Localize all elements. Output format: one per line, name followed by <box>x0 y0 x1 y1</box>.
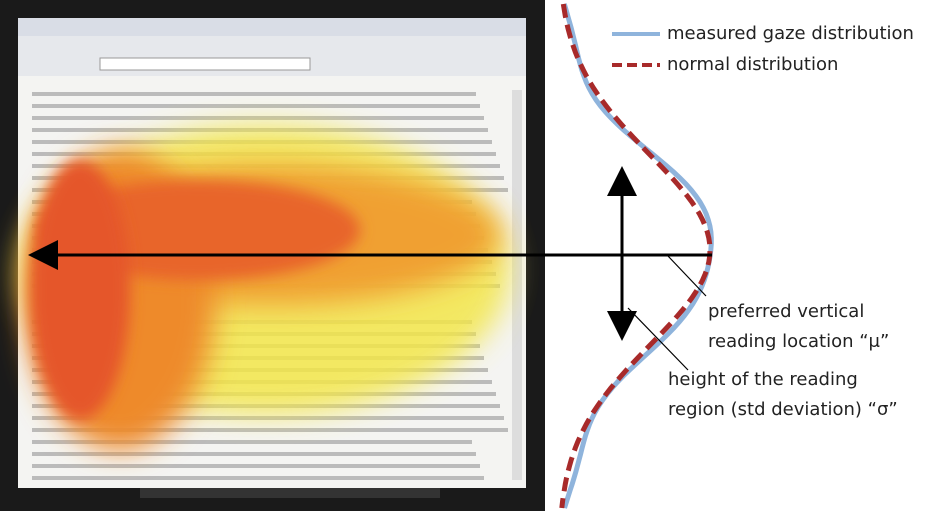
address-bar <box>100 58 310 70</box>
text-line <box>32 92 476 96</box>
legend-label: normal distribution <box>667 54 838 75</box>
mu-pointer <box>668 256 706 296</box>
text-line <box>32 104 480 108</box>
annotation-line: height of the reading <box>668 369 858 390</box>
legend-label: measured gaze distribution <box>667 23 914 44</box>
annotation-line: reading location “μ” <box>708 331 889 352</box>
annotation-line: region (std deviation) “σ” <box>668 399 898 420</box>
text-line <box>32 464 480 468</box>
annotation-line: preferred vertical <box>708 301 864 322</box>
text-line <box>32 476 484 480</box>
text-line <box>32 116 484 120</box>
diagram: measured gaze distribution normal distri… <box>0 0 951 511</box>
text-line <box>32 452 476 456</box>
figure: measured gaze distribution normal distri… <box>0 0 951 511</box>
scrollbar <box>512 90 522 480</box>
monitor-buttons <box>140 488 440 498</box>
browser-titlebar <box>18 18 526 36</box>
